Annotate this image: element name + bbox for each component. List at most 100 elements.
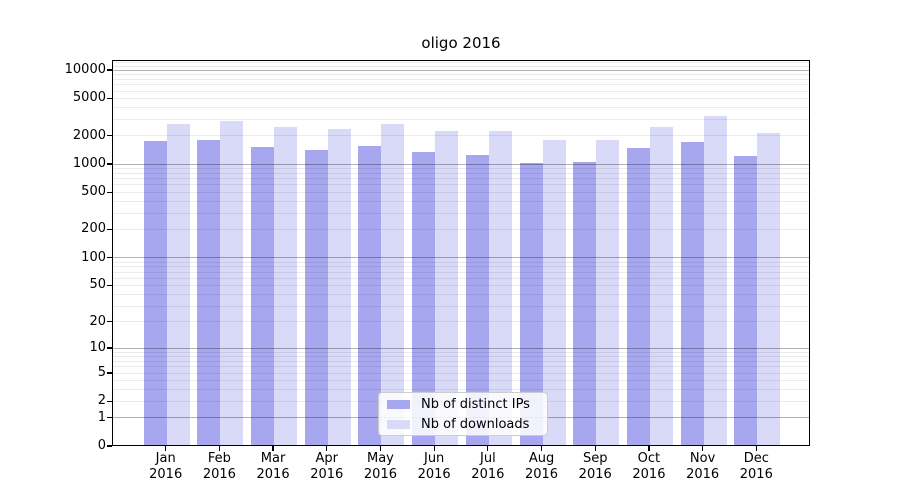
y-tick-mark-2000 [107,135,112,137]
bar-downloads-jul [488,130,512,445]
x-tick-label-aug: Aug 2016 [512,451,572,483]
x-tick-mark-mar [272,446,274,451]
legend-swatch-distinct-ips [387,399,410,409]
y-tick-mark-100 [107,256,112,259]
bar-distinct-ips-feb [197,139,221,445]
gridline-2000 [113,135,809,137]
y-tick-label-200: 200 [81,221,106,237]
x-tick-mark-oct [648,446,650,451]
x-tick-year: 2016 [739,467,773,482]
y-tick-label-500: 500 [81,184,106,200]
x-tick-month: Aug [528,451,555,466]
x-tick-label-jul: Jul 2016 [458,451,518,483]
y-tick-mark-5000 [107,97,112,99]
x-tick-mark-aug [540,446,543,451]
legend-label-distinct-ips: Nb of distinct IPs [421,396,530,412]
y-tick-label-5: 5 [97,364,106,380]
gridline-9 [113,351,809,353]
x-tick-month: Sep [582,451,608,466]
x-tick-label-feb: Feb 2016 [189,451,249,483]
x-tick-year: 2016 [417,467,451,482]
legend-entry-downloads: Nb of downloads [387,415,539,433]
x-tick-month: Mar [260,451,286,466]
x-tick-mark-sep [594,446,596,451]
gridline-40 [113,294,809,296]
gridline-400 [113,201,809,202]
bar-downloads-jan [166,123,190,445]
x-tick-label-sep: Sep 2016 [565,451,625,483]
x-tick-mark-jan [165,446,167,451]
bar-downloads-sep [596,140,620,445]
y-tick-mark-0 [107,445,112,447]
gridline-7000 [113,84,809,86]
chart-title: oligo 2016 [421,34,501,52]
y-tick-label-20: 20 [89,313,106,329]
legend-label-downloads: Nb of downloads [421,416,530,432]
x-tick-mark-feb [218,446,221,451]
x-tick-month: May [367,451,394,466]
gridline-300 [113,212,809,214]
bar-distinct-ips-aug [519,162,543,445]
x-tick-month: Jun [423,451,445,466]
gridline-4000 [113,107,809,109]
bar-downloads-nov [703,116,727,445]
gridline-50 [113,285,809,287]
bar-distinct-ips-oct [626,147,650,445]
x-tick-label-dec: Dec 2016 [726,451,786,483]
y-tick-label-10: 10 [89,340,106,356]
gridline-3 [113,389,809,391]
x-tick-month: Dec [743,451,769,466]
gridline-10 [113,347,809,349]
x-tick-mark-apr [326,446,328,451]
y-tick-label-10000: 10000 [64,61,106,77]
gridline-800 [113,172,809,174]
gridline-8000 [113,78,809,80]
x-tick-label-jun: Jun 2016 [404,451,464,483]
gridline-600 [113,184,809,186]
x-tick-month: Oct [637,451,661,466]
bar-downloads-mar [274,127,298,445]
y-tick-mark-10 [107,347,112,349]
gridline-100 [113,257,809,259]
x-tick-year: 2016 [202,467,236,482]
x-tick-year: 2016 [363,467,397,482]
bar-downloads-oct [649,126,673,445]
legend-entry-distinct-ips: Nb of distinct IPs [387,395,539,413]
gridline-900 [113,167,809,169]
x-tick-label-apr: Apr 2016 [297,451,357,483]
legend: Nb of distinct IPs Nb of downloads [378,392,548,436]
gridline-70 [113,271,809,273]
plot-area [112,60,810,446]
gridline-6 [113,366,809,368]
bar-distinct-ips-dec [734,155,758,445]
gridline-10000 [113,69,809,71]
bar-downloads-apr [327,129,351,445]
x-tick-year: 2016 [471,467,505,482]
bar-distinct-ips-may [358,146,382,445]
bar-distinct-ips-mar [251,146,275,445]
y-tick-mark-2 [107,400,112,402]
bar-distinct-ips-nov [680,142,704,445]
y-tick-mark-10000 [107,69,112,71]
x-tick-mark-jul [487,446,489,451]
legend-swatch-downloads [387,419,410,429]
y-tick-mark-500 [107,191,112,193]
bar-distinct-ips-apr [304,149,328,445]
gridline-500 [113,191,809,193]
bar-downloads-may [381,123,405,445]
y-tick-label-50: 50 [89,277,106,293]
y-tick-mark-20 [107,321,112,323]
x-tick-mark-dec [755,446,757,451]
x-tick-label-mar: Mar 2016 [243,451,303,483]
x-tick-month: Jan [155,451,176,466]
x-tick-label-jan: Jan 2016 [136,451,196,483]
y-tick-label-1000: 1000 [72,155,106,171]
y-tick-label-2: 2 [97,393,106,409]
y-tick-label-5000: 5000 [72,90,106,106]
gridline-11000 [113,65,809,67]
x-tick-year: 2016 [256,467,290,482]
gridline-3000 [113,118,809,120]
x-tick-year: 2016 [310,467,344,482]
x-tick-label-nov: Nov 2016 [673,451,733,483]
bar-downloads-jun [435,131,459,445]
